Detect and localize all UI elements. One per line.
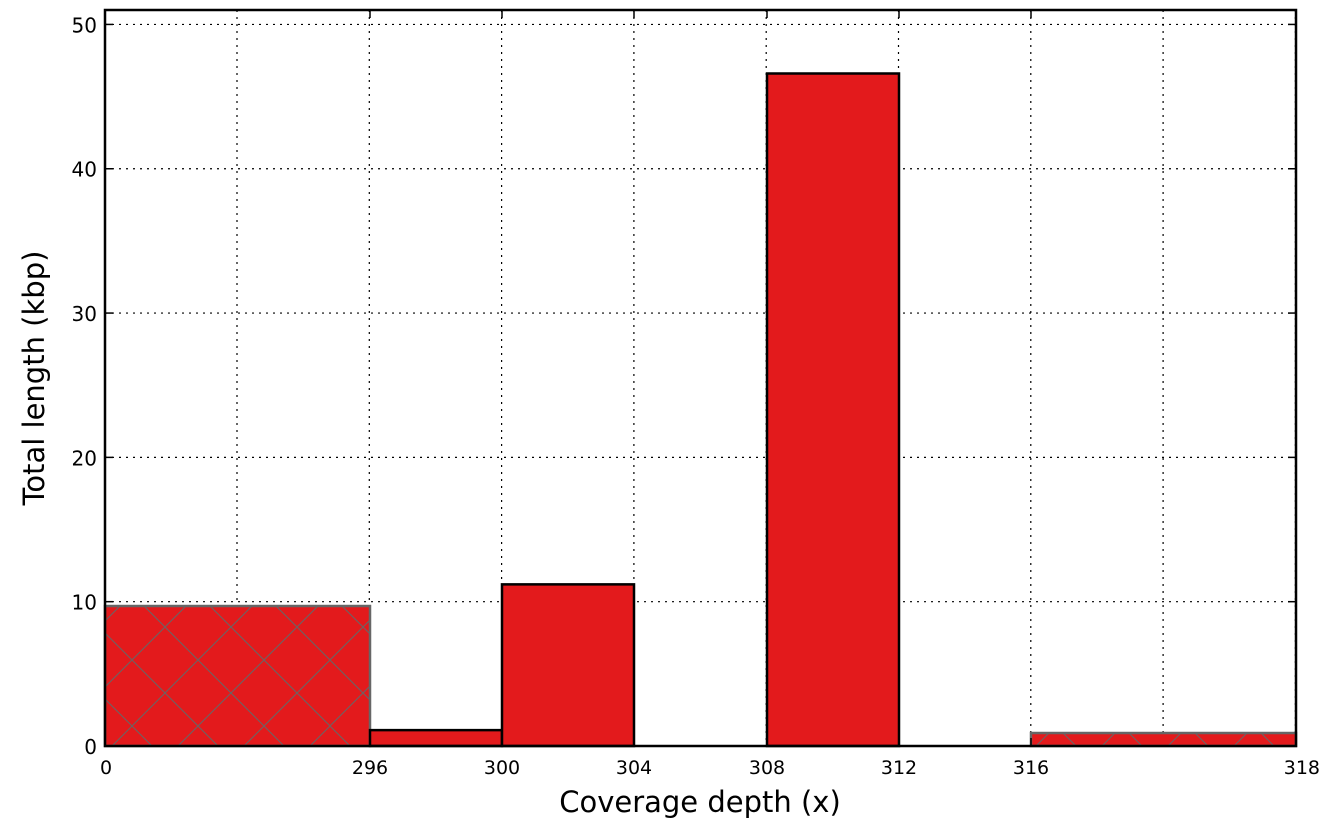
bar-308-312 [765,72,901,748]
bar-hatch-0-296 [105,606,370,746]
plot-frame [103,8,1298,748]
ticks: 0 10 20 30 40 50 0 296 300 304 308 312 316 318 [72,10,1320,779]
x-tick-label: 300 [484,757,520,779]
x-tick-label: 0 [100,757,112,779]
x-tick-label: 316 [1013,757,1049,779]
y-tick-label: 30 [72,302,97,326]
y-tick-label: 20 [72,446,97,470]
x-tick-label: 296 [352,757,388,779]
y-axis-label: Total length (kbp) [17,251,51,507]
x-axis-label: Coverage depth (x) [559,785,841,819]
bars [103,72,1298,748]
bar-300-304 [500,583,636,748]
x-tick-label: 312 [881,757,917,779]
y-tick-label: 50 [72,13,97,37]
x-tick-label: 304 [616,757,652,779]
x-tick-label: 318 [1284,757,1320,779]
grid-lines [105,10,1297,746]
bar-296-300 [368,728,504,748]
y-tick-label: 40 [72,158,97,182]
y-tick-label: 10 [72,591,97,615]
y-tick-label: 0 [84,735,97,759]
x-tick-label: 308 [749,757,785,779]
bar-hatch-316-318 [1031,733,1296,746]
